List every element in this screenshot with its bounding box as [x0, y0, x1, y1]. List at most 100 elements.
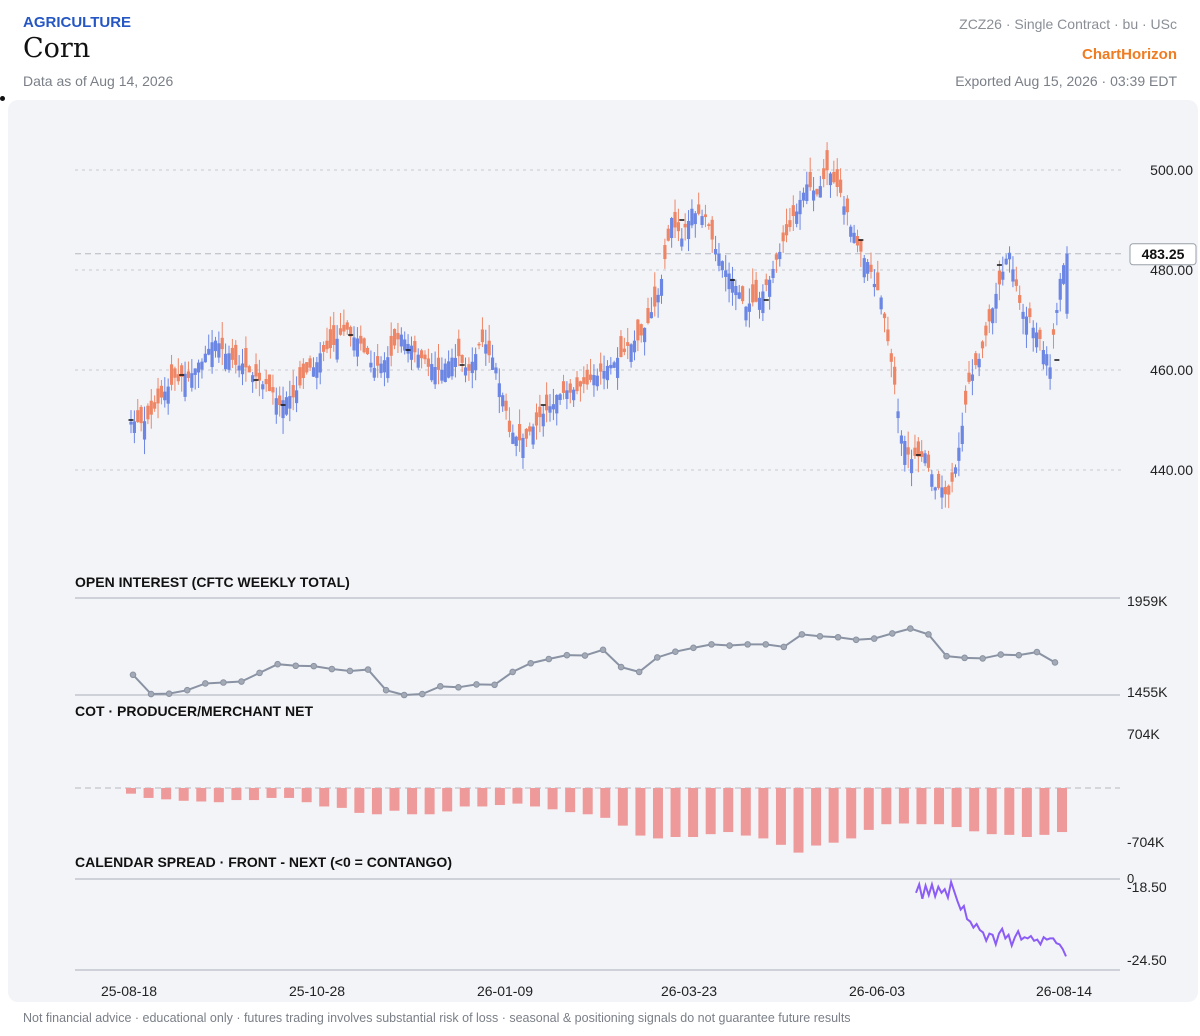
- candle-body: [936, 473, 941, 488]
- candle: [278, 386, 282, 417]
- contract-info: ZCZ26 · Single Contract · bu · USc: [959, 16, 1177, 32]
- oi-point: [617, 663, 625, 671]
- candle-body: [305, 362, 309, 373]
- candle-body: [565, 390, 569, 399]
- candle: [757, 291, 762, 319]
- candle: [365, 345, 370, 355]
- candle-body: [450, 357, 454, 377]
- oi-point: [147, 690, 155, 698]
- x-tick-label: 26-01-09: [477, 983, 533, 999]
- candle-body: [859, 239, 863, 252]
- candle: [599, 352, 603, 385]
- candle-body: [869, 264, 873, 272]
- candle-body: [632, 340, 637, 353]
- chart-canvas[interactable]: OPEN INTEREST (CFTC WEEKLY TOTAL) COT · …: [8, 100, 1198, 1002]
- candle-body: [920, 451, 924, 457]
- candle-body: [747, 303, 751, 312]
- candle: [663, 238, 667, 269]
- candle-body: [376, 356, 380, 366]
- cot-bar: [1057, 788, 1067, 833]
- candle: [936, 470, 941, 490]
- oi-point: [726, 642, 733, 649]
- candle-body: [663, 245, 667, 260]
- candle-body: [396, 332, 400, 340]
- cot-bar: [530, 788, 541, 807]
- candle-body: [582, 377, 586, 384]
- candle-body: [886, 329, 890, 342]
- candle: [517, 409, 522, 452]
- candle: [244, 336, 248, 382]
- candle: [930, 470, 934, 492]
- candle-body: [240, 363, 245, 375]
- candle: [291, 370, 295, 411]
- candle: [680, 228, 684, 251]
- candle: [595, 368, 599, 391]
- candle-body: [403, 339, 407, 351]
- candle-body: [457, 338, 461, 357]
- candle-body: [281, 400, 285, 419]
- candle: [1024, 306, 1029, 348]
- oi-point: [653, 654, 661, 661]
- candle: [751, 268, 755, 307]
- candle: [575, 371, 579, 395]
- candle-body: [768, 279, 772, 297]
- last-price-badge: [1129, 243, 1197, 266]
- candle: [913, 434, 917, 459]
- candle-body: [602, 370, 606, 379]
- candle-body: [196, 362, 201, 373]
- candle: [443, 358, 447, 383]
- cot-tick-top: 704K: [1127, 726, 1160, 742]
- candle: [649, 297, 653, 319]
- candle: [717, 242, 721, 272]
- candle-body: [430, 364, 434, 381]
- candle: [349, 325, 353, 347]
- cot-bar: [407, 788, 418, 815]
- oi-point: [997, 651, 1005, 658]
- oi-point: [202, 680, 209, 687]
- candle-body: [132, 421, 136, 433]
- oi-point: [563, 651, 571, 659]
- cot-bar: [635, 788, 646, 836]
- candle-body: [156, 388, 160, 404]
- cot-bar: [775, 788, 786, 845]
- candle: [1034, 322, 1039, 353]
- candle-body: [534, 412, 539, 426]
- candle: [615, 347, 620, 390]
- candle: [1028, 302, 1032, 324]
- candle-body: [507, 420, 512, 432]
- candle: [920, 440, 924, 462]
- disclaimer: Not financial advice · educational only …: [23, 1011, 851, 1025]
- candle: [622, 337, 626, 356]
- candle-body: [146, 405, 150, 420]
- oi-point: [364, 666, 372, 673]
- cot-bar: [371, 788, 382, 815]
- candle-body: [1014, 279, 1018, 286]
- candle: [430, 353, 434, 383]
- candle-body: [643, 327, 647, 343]
- candle: [690, 199, 694, 229]
- candle-body: [1031, 327, 1035, 339]
- candle: [382, 352, 387, 387]
- candle: [555, 394, 559, 426]
- candle-body: [514, 436, 518, 447]
- candle: [467, 357, 471, 381]
- candle: [987, 304, 991, 334]
- candle-body: [757, 297, 762, 310]
- candle: [183, 361, 187, 402]
- candle-body: [724, 270, 728, 277]
- candle-body: [1001, 271, 1005, 280]
- candle: [545, 382, 549, 423]
- oi-point: [672, 648, 679, 655]
- candle: [196, 359, 201, 389]
- candle: [795, 203, 799, 228]
- candle: [984, 321, 988, 347]
- candle: [217, 331, 221, 363]
- candle-body: [619, 336, 623, 358]
- candle-body: [372, 367, 376, 378]
- cot-bar: [213, 788, 224, 803]
- oi-point: [581, 652, 589, 659]
- oi-point: [238, 678, 245, 685]
- candle-body: [322, 344, 326, 352]
- candle: [531, 423, 535, 449]
- candle: [707, 222, 711, 230]
